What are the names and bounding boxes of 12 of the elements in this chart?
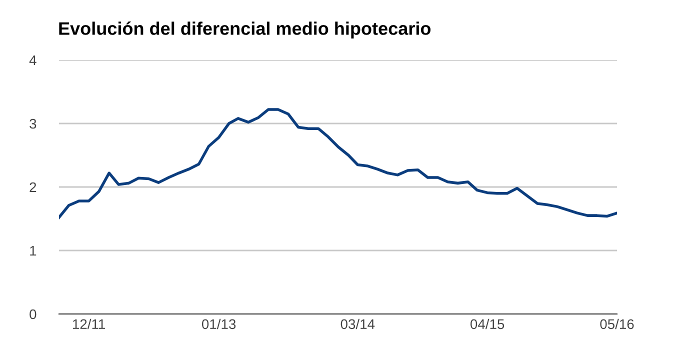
- y-tick-label: 1: [30, 246, 36, 256]
- y-tick-label: 2: [30, 182, 36, 192]
- y-tick-label: 3: [30, 118, 36, 129]
- y-tick-label: 0: [30, 309, 36, 320]
- x-tick-label: 05/16: [600, 318, 634, 330]
- x-tick-label: 01/13: [202, 318, 236, 330]
- y-tick-label: 4: [29, 55, 36, 66]
- chart-title: Evolución del diferencial medio hipotecario: [59, 22, 431, 38]
- x-tick-label: 03/14: [340, 318, 375, 330]
- x-tick-label: 12/11: [72, 318, 105, 330]
- x-tick-label: 04/15: [470, 318, 504, 330]
- line-series: [59, 108, 617, 219]
